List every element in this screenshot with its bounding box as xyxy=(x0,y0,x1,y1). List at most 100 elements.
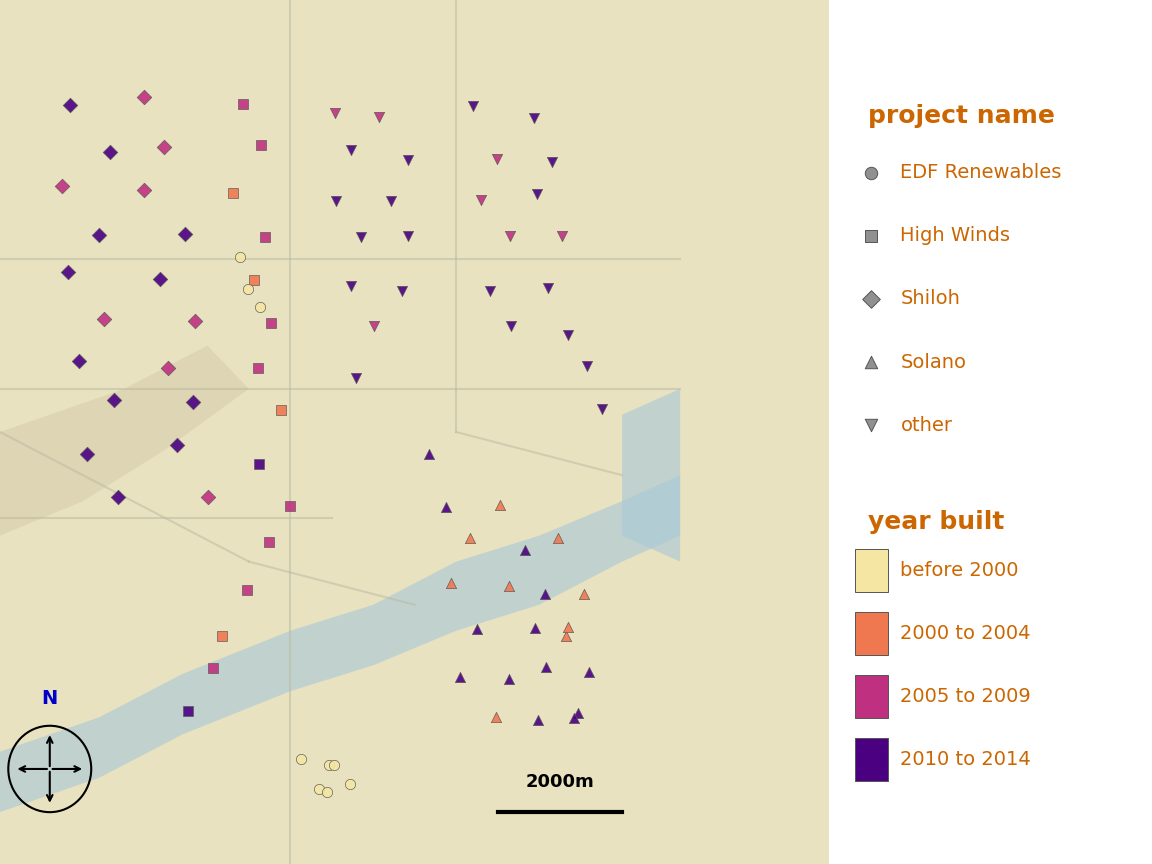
Point xyxy=(251,138,270,152)
Point xyxy=(399,153,417,167)
Point xyxy=(486,710,505,724)
Point xyxy=(342,143,361,157)
Point xyxy=(442,576,461,590)
Point xyxy=(94,312,113,326)
Point xyxy=(250,457,268,471)
Point xyxy=(61,98,79,111)
Point xyxy=(862,229,880,243)
Point xyxy=(559,327,577,341)
Point xyxy=(370,111,388,124)
Point xyxy=(238,583,257,597)
Point xyxy=(581,665,599,679)
Point xyxy=(529,187,547,201)
Point xyxy=(135,183,153,197)
Point xyxy=(569,706,588,720)
Point xyxy=(230,251,249,264)
Point xyxy=(244,273,263,287)
Point xyxy=(862,418,880,432)
Point xyxy=(525,111,544,124)
Point xyxy=(491,498,509,511)
Point xyxy=(251,300,270,314)
Point xyxy=(135,91,153,105)
Point xyxy=(575,588,593,601)
Text: 2005 to 2009: 2005 to 2009 xyxy=(901,687,1031,706)
Point xyxy=(463,99,482,113)
Point xyxy=(578,359,597,373)
FancyBboxPatch shape xyxy=(855,549,887,592)
Point xyxy=(70,354,89,368)
Polygon shape xyxy=(622,389,680,562)
Point xyxy=(159,361,177,375)
Point xyxy=(538,282,556,295)
Text: other: other xyxy=(901,416,953,435)
Point xyxy=(393,284,411,298)
Point xyxy=(325,106,343,120)
Point xyxy=(340,777,358,791)
Point xyxy=(260,535,279,549)
Point xyxy=(347,371,365,384)
Point xyxy=(472,193,491,206)
Point xyxy=(52,179,70,193)
Point xyxy=(499,580,517,594)
Point xyxy=(488,152,507,166)
Point xyxy=(862,355,880,369)
Text: before 2000: before 2000 xyxy=(901,561,1018,580)
Point xyxy=(281,499,300,512)
Text: Shiloh: Shiloh xyxy=(901,289,961,308)
Point xyxy=(223,186,242,200)
Point xyxy=(249,360,267,374)
FancyBboxPatch shape xyxy=(855,675,887,718)
Point xyxy=(77,447,96,461)
Point xyxy=(461,531,479,545)
Point xyxy=(199,491,218,505)
Point xyxy=(175,227,194,241)
Point xyxy=(419,448,438,461)
Point xyxy=(168,439,187,453)
Point xyxy=(156,140,174,154)
Point xyxy=(318,785,336,798)
Point xyxy=(204,661,222,675)
Point xyxy=(529,713,547,727)
Text: 2010 to 2014: 2010 to 2014 xyxy=(901,750,1031,769)
Point xyxy=(183,395,202,409)
Point xyxy=(564,711,583,725)
Text: project name: project name xyxy=(869,104,1055,128)
Point xyxy=(238,282,257,295)
Point xyxy=(213,630,232,644)
Point xyxy=(185,314,204,328)
Point xyxy=(437,499,455,513)
Point xyxy=(593,403,612,416)
Point xyxy=(234,97,252,111)
Point xyxy=(537,661,555,675)
Point xyxy=(501,230,520,244)
Point xyxy=(310,782,328,796)
Point xyxy=(548,531,567,545)
Point xyxy=(862,166,880,180)
Point xyxy=(179,703,197,717)
Point xyxy=(256,231,274,245)
Point xyxy=(559,619,577,633)
Polygon shape xyxy=(0,475,680,812)
Point xyxy=(381,194,400,207)
Point xyxy=(502,319,521,333)
Point xyxy=(101,145,120,159)
Point xyxy=(516,543,535,556)
Point xyxy=(452,670,470,683)
Text: High Winds: High Winds xyxy=(901,226,1010,245)
Point xyxy=(109,491,128,505)
FancyBboxPatch shape xyxy=(855,738,887,781)
Point xyxy=(400,229,418,243)
Point xyxy=(552,229,570,243)
Text: 2000 to 2004: 2000 to 2004 xyxy=(901,624,1031,643)
Point xyxy=(272,403,290,417)
Text: year built: year built xyxy=(869,510,1005,534)
Point xyxy=(325,758,343,772)
Point xyxy=(468,622,486,636)
Point xyxy=(105,392,123,406)
Point xyxy=(90,228,108,242)
Point xyxy=(291,752,310,766)
Point xyxy=(327,194,346,208)
Point xyxy=(342,279,361,293)
Point xyxy=(151,272,169,286)
Point xyxy=(480,283,499,297)
